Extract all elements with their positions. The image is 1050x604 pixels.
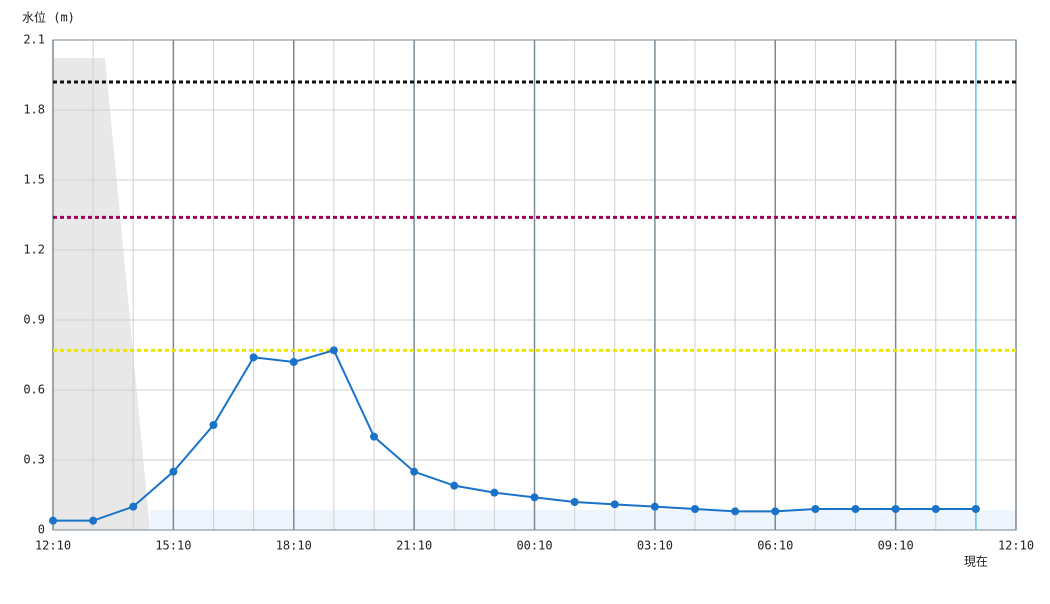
data-point bbox=[209, 421, 218, 429]
x-tick-label: 21:10 bbox=[396, 539, 432, 553]
data-point bbox=[450, 481, 459, 490]
data-point bbox=[410, 467, 419, 476]
y-tick-label: 1.2 bbox=[23, 243, 45, 257]
now-label: 現在 bbox=[964, 555, 988, 569]
plot-border bbox=[52, 39, 1017, 531]
base-band bbox=[150, 510, 1016, 530]
data-point bbox=[129, 502, 138, 511]
data-point bbox=[650, 502, 659, 511]
data-point bbox=[610, 500, 619, 509]
data-point bbox=[971, 505, 980, 513]
x-tick-label: 12:10 bbox=[998, 539, 1034, 553]
x-tick-label: 12:10 bbox=[35, 539, 71, 553]
y-tick-label: 2.1 bbox=[23, 33, 45, 47]
data-point bbox=[891, 505, 900, 513]
y-tick-label: 0.6 bbox=[23, 383, 45, 397]
y-tick-label: 0.3 bbox=[23, 453, 45, 467]
data-point bbox=[169, 467, 178, 476]
x-tick-label: 06:10 bbox=[757, 539, 793, 553]
series-line bbox=[53, 349, 976, 522]
data-point bbox=[289, 358, 298, 366]
data-point bbox=[49, 516, 57, 525]
missing-region bbox=[53, 58, 150, 530]
data-point bbox=[731, 507, 740, 516]
x-tick-label: 18:10 bbox=[276, 539, 312, 553]
data-point bbox=[530, 493, 539, 502]
data-point bbox=[329, 346, 338, 355]
data-point bbox=[570, 498, 579, 506]
data-point bbox=[691, 505, 699, 513]
data-point bbox=[771, 507, 780, 516]
x-tick-label: 15:10 bbox=[155, 539, 191, 553]
data-point bbox=[490, 488, 499, 497]
x-tick-label: 00:10 bbox=[516, 539, 552, 553]
data-point bbox=[89, 516, 98, 525]
data-point bbox=[370, 432, 378, 441]
data-point bbox=[851, 505, 860, 513]
x-tick-label: 09:10 bbox=[878, 539, 914, 553]
data-point bbox=[931, 505, 940, 513]
y-tick-label: 0.9 bbox=[23, 313, 45, 327]
y-tick-label: 1.8 bbox=[23, 103, 45, 117]
y-tick-label: 1.5 bbox=[23, 173, 45, 187]
y-axis-label: 水位 (m) bbox=[22, 10, 75, 25]
x-tick-label: 03:10 bbox=[637, 539, 673, 553]
data-point bbox=[249, 353, 258, 362]
y-tick-label: 0 bbox=[38, 523, 45, 537]
data-point bbox=[811, 505, 820, 513]
